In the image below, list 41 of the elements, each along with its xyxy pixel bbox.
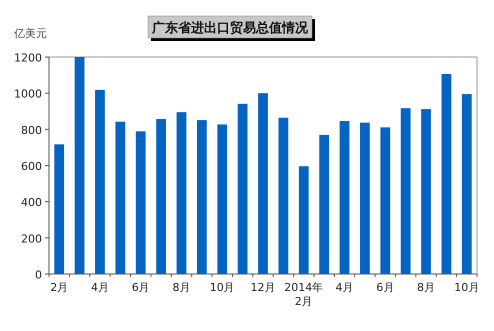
x-tick-label: 6月 xyxy=(132,281,150,294)
bar xyxy=(74,57,84,274)
y-tick-label: 1000 xyxy=(14,88,42,101)
bar xyxy=(95,90,105,274)
x-tick-label: 8月 xyxy=(172,281,190,294)
bar xyxy=(442,74,452,274)
bar xyxy=(217,124,228,274)
x-tick-label: 12月 xyxy=(250,281,276,294)
x-tick-label: 2月 xyxy=(50,281,68,294)
bar xyxy=(360,122,370,274)
x-tick-label: 2014年 2月 xyxy=(284,281,324,308)
bar xyxy=(136,131,146,274)
bar xyxy=(258,93,268,274)
x-tick-label: 10月 xyxy=(454,281,480,294)
bar xyxy=(421,109,431,274)
y-tick-label: 600 xyxy=(21,160,42,173)
bar xyxy=(340,121,350,274)
x-tick-label: 8月 xyxy=(417,281,436,294)
y-tick-label: 800 xyxy=(21,124,42,137)
bar xyxy=(278,118,288,274)
x-tick-label: 4月 xyxy=(336,281,354,294)
bar xyxy=(115,122,126,274)
chart-title: 广东省进出口贸易总值情况 xyxy=(151,20,309,36)
bar xyxy=(196,120,207,274)
x-tick-label: 6月 xyxy=(376,281,394,294)
x-tick-label: 10月 xyxy=(210,281,235,294)
y-tick-label: 0 xyxy=(35,268,42,282)
bar xyxy=(54,144,64,274)
y-tick-label: 1200 xyxy=(14,52,42,64)
y-axis-title: 亿美元 xyxy=(13,27,47,40)
y-tick-label: 400 xyxy=(21,196,42,210)
bar xyxy=(238,104,248,274)
bar xyxy=(298,166,309,274)
y-tick-label: 200 xyxy=(21,232,42,246)
bar xyxy=(462,94,472,274)
bar xyxy=(319,134,330,274)
x-tick-label: 4月 xyxy=(90,281,109,294)
bar xyxy=(176,112,186,274)
bar xyxy=(156,119,166,274)
bar xyxy=(400,108,411,274)
bar xyxy=(380,127,390,274)
